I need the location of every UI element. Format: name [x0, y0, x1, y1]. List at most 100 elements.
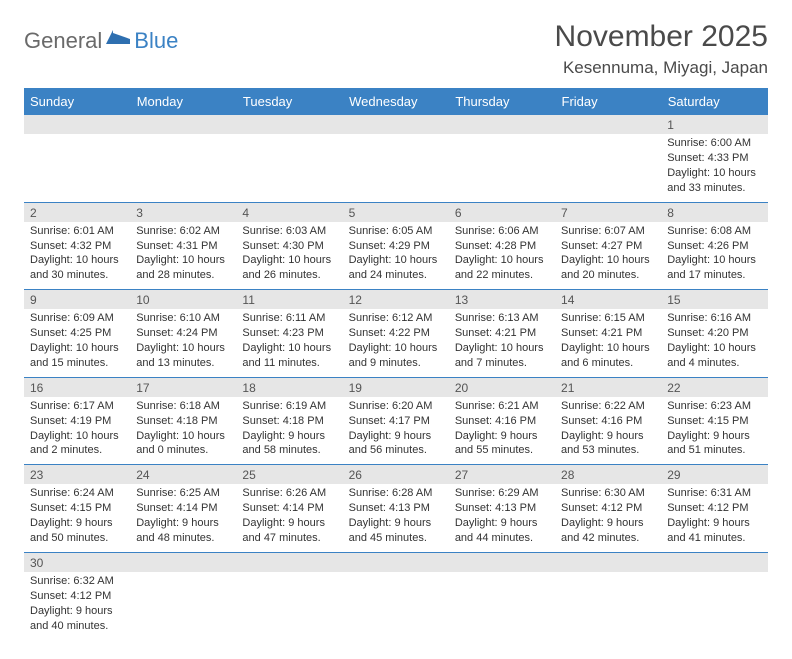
day-number-cell: [130, 552, 236, 572]
day-number-cell: 3: [130, 202, 236, 222]
day-number-cell: 21: [555, 377, 661, 397]
day-detail-line: and 6 minutes.: [561, 356, 655, 371]
day-detail-line: [30, 181, 124, 196]
day-detail-line: Daylight: 9 hours: [349, 429, 443, 444]
day-number-cell: 7: [555, 202, 661, 222]
day-detail-line: Sunrise: 6:09 AM: [30, 311, 124, 326]
day-detail-cell: Sunrise: 6:16 AMSunset: 4:20 PMDaylight:…: [661, 309, 767, 377]
day-number-cell: [236, 115, 342, 134]
month-title: November 2025: [555, 20, 768, 54]
day-detail-line: Sunset: 4:33 PM: [667, 151, 761, 166]
day-number-cell: [24, 115, 130, 134]
day-detail-line: [242, 181, 336, 196]
day-detail-cell: Sunrise: 6:01 AMSunset: 4:32 PMDaylight:…: [24, 222, 130, 290]
day-detail-cell: Sunrise: 6:30 AMSunset: 4:12 PMDaylight:…: [555, 484, 661, 552]
day-detail-line: [455, 166, 549, 181]
day-detail-line: and 55 minutes.: [455, 443, 549, 458]
day-detail-cell: Sunrise: 6:05 AMSunset: 4:29 PMDaylight:…: [343, 222, 449, 290]
day-detail-line: Daylight: 10 hours: [242, 341, 336, 356]
day-detail-line: [136, 574, 230, 589]
day-detail-cell: Sunrise: 6:25 AMSunset: 4:14 PMDaylight:…: [130, 484, 236, 552]
day-detail-line: Sunset: 4:14 PM: [136, 501, 230, 516]
day-detail-line: [242, 574, 336, 589]
day-detail-line: Sunset: 4:17 PM: [349, 414, 443, 429]
day-number-cell: 25: [236, 465, 342, 485]
weekday-header: Wednesday: [343, 88, 449, 115]
day-detail-line: and 2 minutes.: [30, 443, 124, 458]
day-detail-line: Sunrise: 6:05 AM: [349, 224, 443, 239]
title-block: November 2025 Kesennuma, Miyagi, Japan: [555, 20, 768, 78]
day-detail-cell: [555, 572, 661, 639]
day-detail-line: [667, 589, 761, 604]
day-detail-line: and 30 minutes.: [30, 268, 124, 283]
day-detail-cell: [343, 572, 449, 639]
day-detail-line: Sunset: 4:32 PM: [30, 239, 124, 254]
day-detail-line: Daylight: 9 hours: [242, 516, 336, 531]
day-detail-line: Sunset: 4:21 PM: [455, 326, 549, 341]
day-detail-row: Sunrise: 6:01 AMSunset: 4:32 PMDaylight:…: [24, 222, 768, 290]
day-detail-line: and 20 minutes.: [561, 268, 655, 283]
day-detail-line: [455, 181, 549, 196]
day-detail-line: Sunset: 4:14 PM: [242, 501, 336, 516]
day-detail-cell: Sunrise: 6:20 AMSunset: 4:17 PMDaylight:…: [343, 397, 449, 465]
day-detail-line: Daylight: 9 hours: [667, 429, 761, 444]
day-number-cell: [555, 552, 661, 572]
day-detail-line: and 17 minutes.: [667, 268, 761, 283]
day-number-cell: 4: [236, 202, 342, 222]
day-detail-cell: Sunrise: 6:11 AMSunset: 4:23 PMDaylight:…: [236, 309, 342, 377]
day-detail-line: Sunset: 4:27 PM: [561, 239, 655, 254]
day-detail-line: Sunrise: 6:07 AM: [561, 224, 655, 239]
day-detail-line: Sunset: 4:13 PM: [455, 501, 549, 516]
day-number-cell: [236, 552, 342, 572]
day-detail-cell: Sunrise: 6:13 AMSunset: 4:21 PMDaylight:…: [449, 309, 555, 377]
day-detail-line: Daylight: 10 hours: [455, 341, 549, 356]
day-detail-line: and 24 minutes.: [349, 268, 443, 283]
day-number-row: 23242526272829: [24, 465, 768, 485]
day-detail-line: Sunrise: 6:03 AM: [242, 224, 336, 239]
day-detail-line: [136, 166, 230, 181]
day-detail-line: and 40 minutes.: [30, 619, 124, 634]
day-detail-cell: Sunrise: 6:15 AMSunset: 4:21 PMDaylight:…: [555, 309, 661, 377]
day-number-cell: 15: [661, 290, 767, 310]
day-detail-line: [455, 589, 549, 604]
day-detail-line: Sunset: 4:18 PM: [242, 414, 336, 429]
day-number-cell: 28: [555, 465, 661, 485]
day-number-cell: 20: [449, 377, 555, 397]
day-detail-line: [242, 604, 336, 619]
day-detail-line: Daylight: 10 hours: [561, 341, 655, 356]
day-detail-line: Sunrise: 6:23 AM: [667, 399, 761, 414]
day-detail-line: [667, 574, 761, 589]
day-detail-line: Sunrise: 6:32 AM: [30, 574, 124, 589]
day-detail-line: Sunset: 4:12 PM: [561, 501, 655, 516]
day-detail-cell: [449, 134, 555, 202]
day-number-cell: [343, 115, 449, 134]
day-detail-line: Sunset: 4:23 PM: [242, 326, 336, 341]
header: General Blue November 2025 Kesennuma, Mi…: [24, 20, 768, 78]
day-detail-line: Sunset: 4:16 PM: [561, 414, 655, 429]
day-detail-line: Sunset: 4:12 PM: [667, 501, 761, 516]
day-number-cell: 14: [555, 290, 661, 310]
weekday-header: Friday: [555, 88, 661, 115]
day-detail-line: [242, 619, 336, 634]
day-detail-line: Sunrise: 6:30 AM: [561, 486, 655, 501]
day-detail-line: [561, 619, 655, 634]
day-detail-line: [455, 136, 549, 151]
day-detail-line: and 9 minutes.: [349, 356, 443, 371]
day-detail-line: [242, 151, 336, 166]
day-number-row: 9101112131415: [24, 290, 768, 310]
day-detail-line: Sunset: 4:12 PM: [30, 589, 124, 604]
day-detail-line: [349, 151, 443, 166]
day-detail-cell: [555, 134, 661, 202]
day-detail-cell: Sunrise: 6:07 AMSunset: 4:27 PMDaylight:…: [555, 222, 661, 290]
day-detail-line: [561, 151, 655, 166]
day-detail-cell: [24, 134, 130, 202]
day-detail-line: [455, 604, 549, 619]
day-detail-line: Sunset: 4:24 PM: [136, 326, 230, 341]
day-number-row: 30: [24, 552, 768, 572]
day-detail-line: Sunrise: 6:08 AM: [667, 224, 761, 239]
day-detail-line: Sunset: 4:15 PM: [667, 414, 761, 429]
day-detail-cell: [236, 572, 342, 639]
day-number-cell: 30: [24, 552, 130, 572]
day-detail-line: [455, 151, 549, 166]
day-detail-cell: Sunrise: 6:24 AMSunset: 4:15 PMDaylight:…: [24, 484, 130, 552]
